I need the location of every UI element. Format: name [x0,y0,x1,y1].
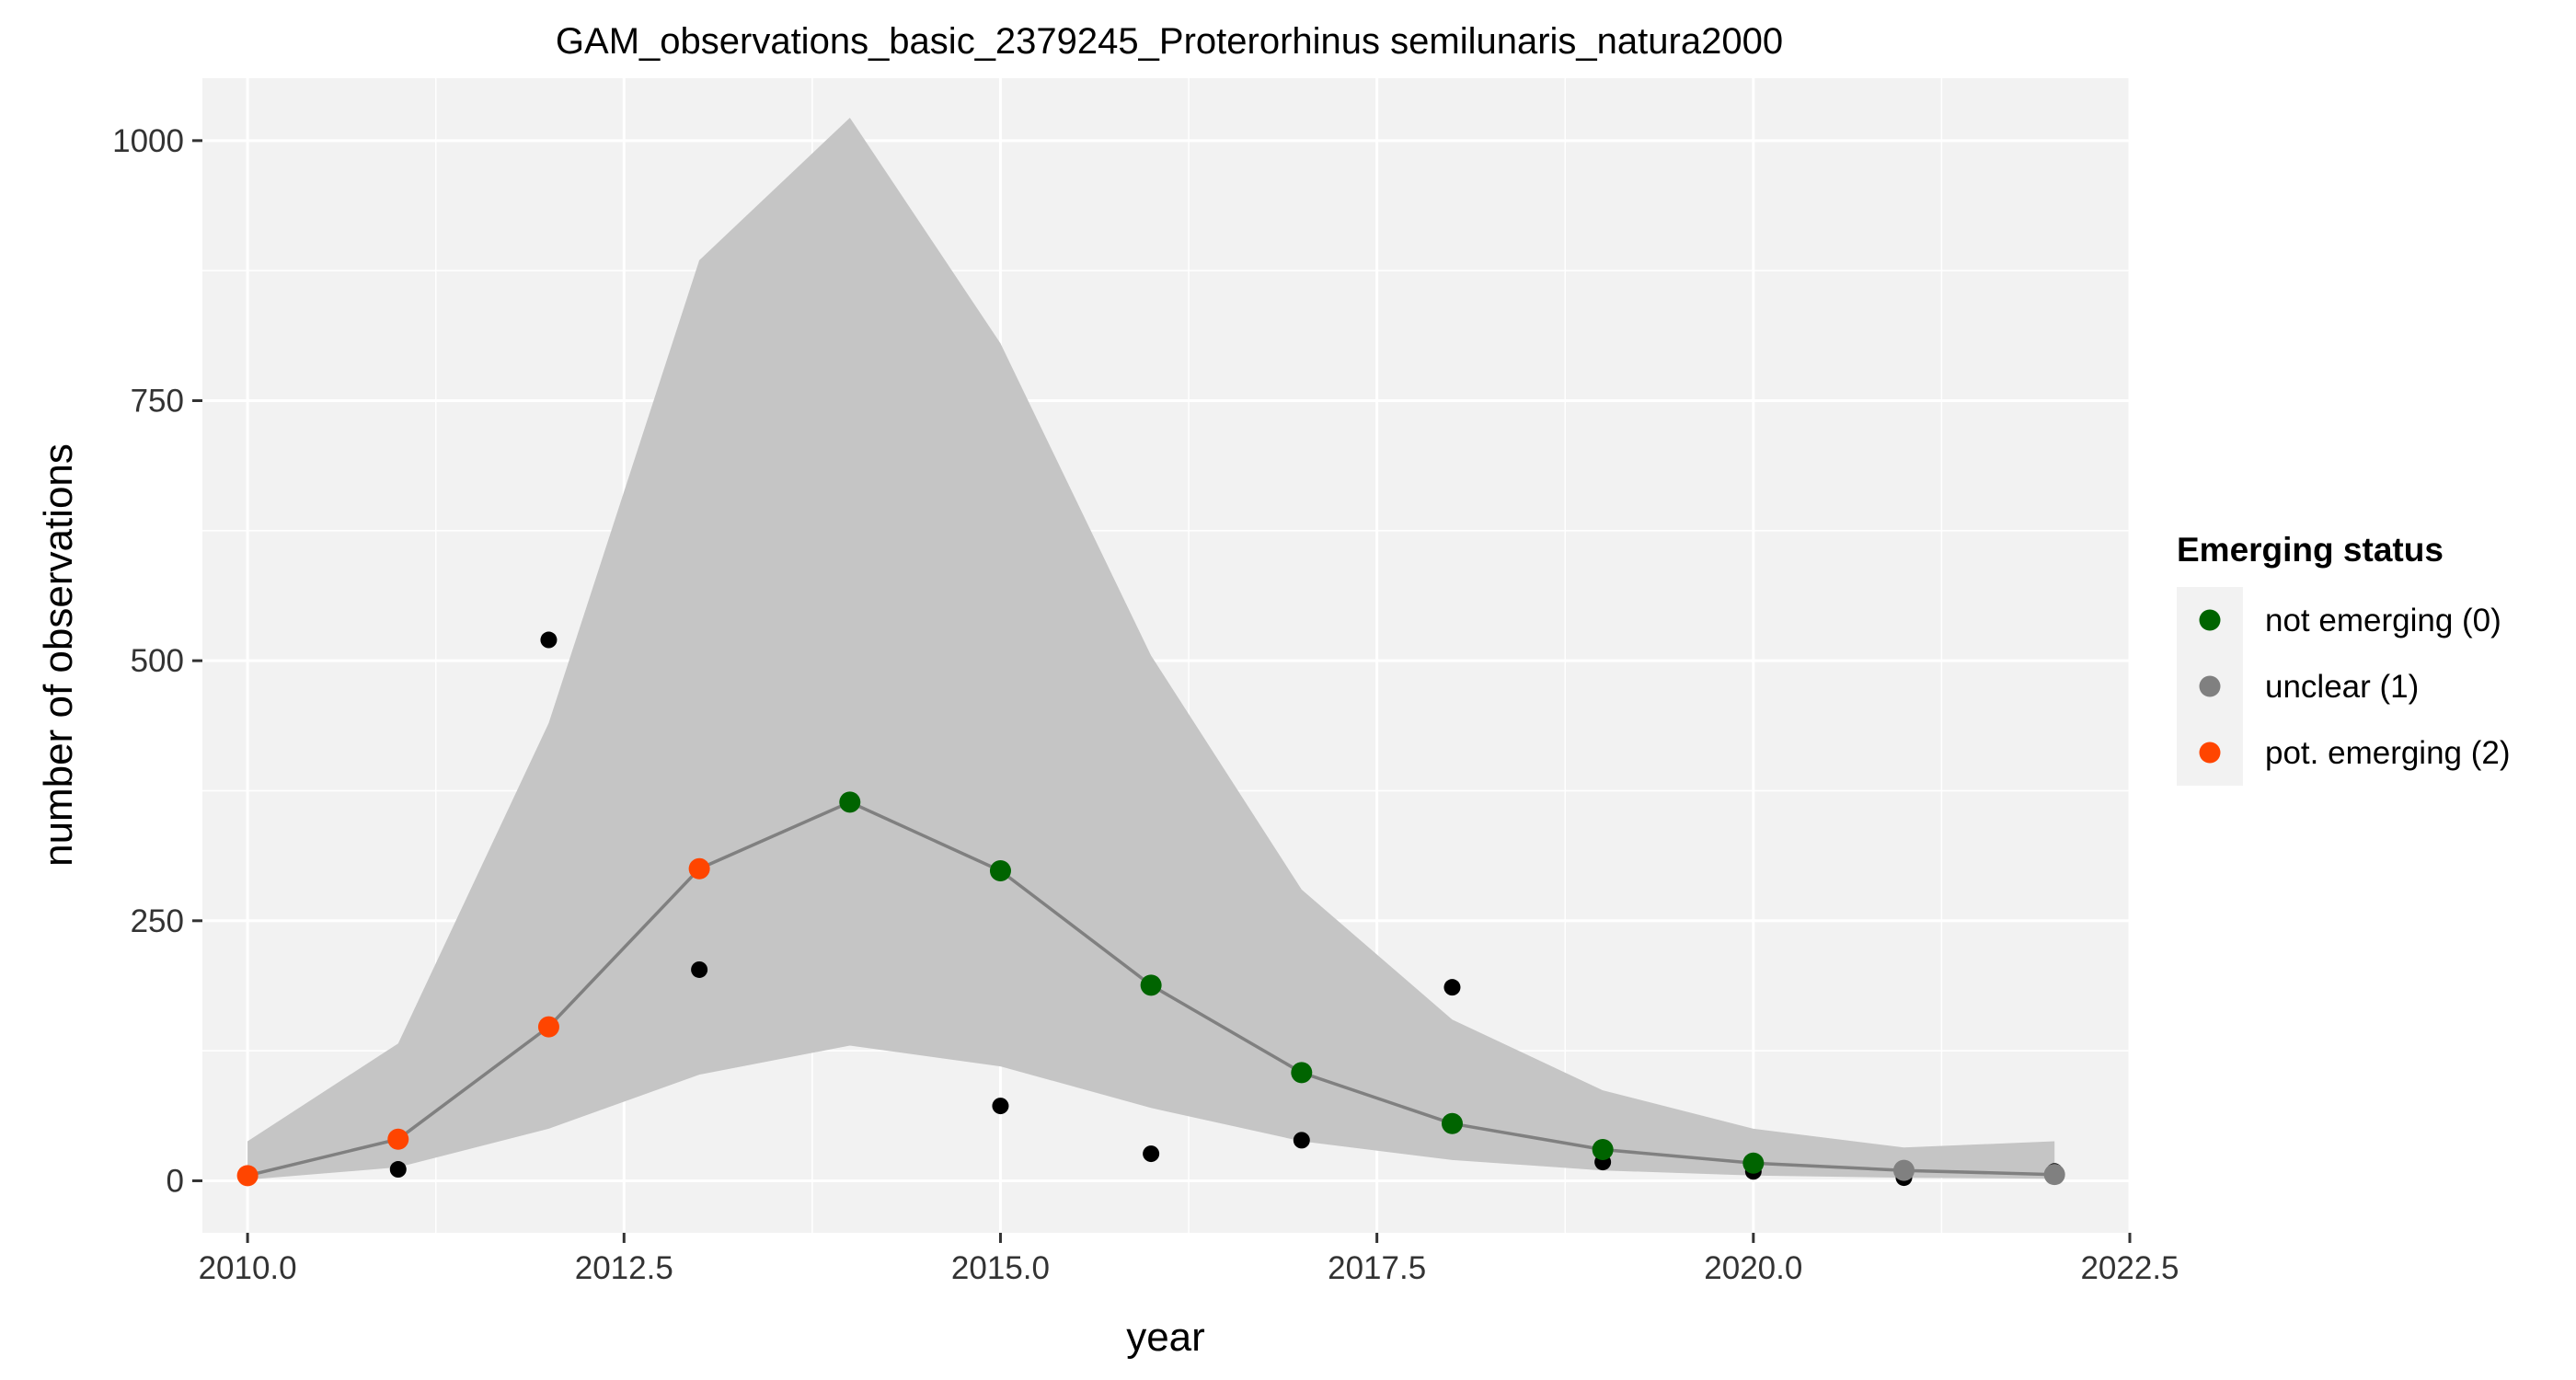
x-axis-title: year [1126,1315,1205,1360]
legend-items: not emerging (0) unclear (1) pot. emerging… [2199,603,2511,771]
fit-point [989,860,1011,882]
observation-point [389,1161,407,1179]
y-tick-label: 1000 [112,123,184,159]
fit-point [537,1016,559,1038]
legend-key [2199,742,2221,764]
fit-point [1140,974,1162,996]
legend-key [2199,609,2221,631]
fit-points [236,791,2065,1187]
x-axis: 2010.0 2012.5 2015.0 2017.5 2020.0 2022.5 [199,1233,2179,1286]
fit-point [1441,1112,1463,1134]
observation-point [1443,979,1461,996]
legend-label: unclear (1) [2265,669,2419,705]
x-tick-label: 2022.5 [2080,1250,2179,1286]
y-axis-title: number of observations [36,443,81,867]
fit-point [1742,1152,1765,1174]
chart-title: GAM_observations_basic_2379245_Proterorh… [556,21,1783,62]
y-tick-label: 250 [131,903,184,939]
observation-point [540,631,558,649]
legend-label: pot. emerging (2) [2265,735,2511,771]
y-tick-label: 500 [131,643,184,679]
x-tick-label: 2020.0 [1704,1250,1802,1286]
fit-point [688,857,710,880]
fit-point [1291,1062,1313,1084]
fit-point [1592,1139,1614,1161]
observation-point [1143,1145,1160,1163]
fit-point [839,791,861,813]
observation-point [1293,1132,1310,1149]
observation-point [992,1098,1009,1115]
y-tick-label: 750 [131,383,184,419]
confidence-band [247,118,2055,1180]
legend-key [2199,675,2221,697]
fit-point [1892,1159,1915,1181]
legend-title: Emerging status [2177,531,2444,569]
fit-point [236,1165,259,1187]
x-tick-label: 2017.5 [1328,1250,1426,1286]
legend-label: not emerging (0) [2265,603,2501,638]
x-tick-label: 2012.5 [575,1250,673,1286]
x-tick-label: 2010.0 [199,1250,297,1286]
fit-point [387,1128,409,1150]
fit-point [2043,1164,2065,1186]
y-axis: 0 250 500 750 1000 [112,123,202,1199]
y-tick-label: 0 [167,1163,184,1199]
legend: Emerging status not emerging (0) unclear … [2177,531,2511,786]
x-tick-label: 2015.0 [951,1250,1050,1286]
observation-point [691,960,708,978]
